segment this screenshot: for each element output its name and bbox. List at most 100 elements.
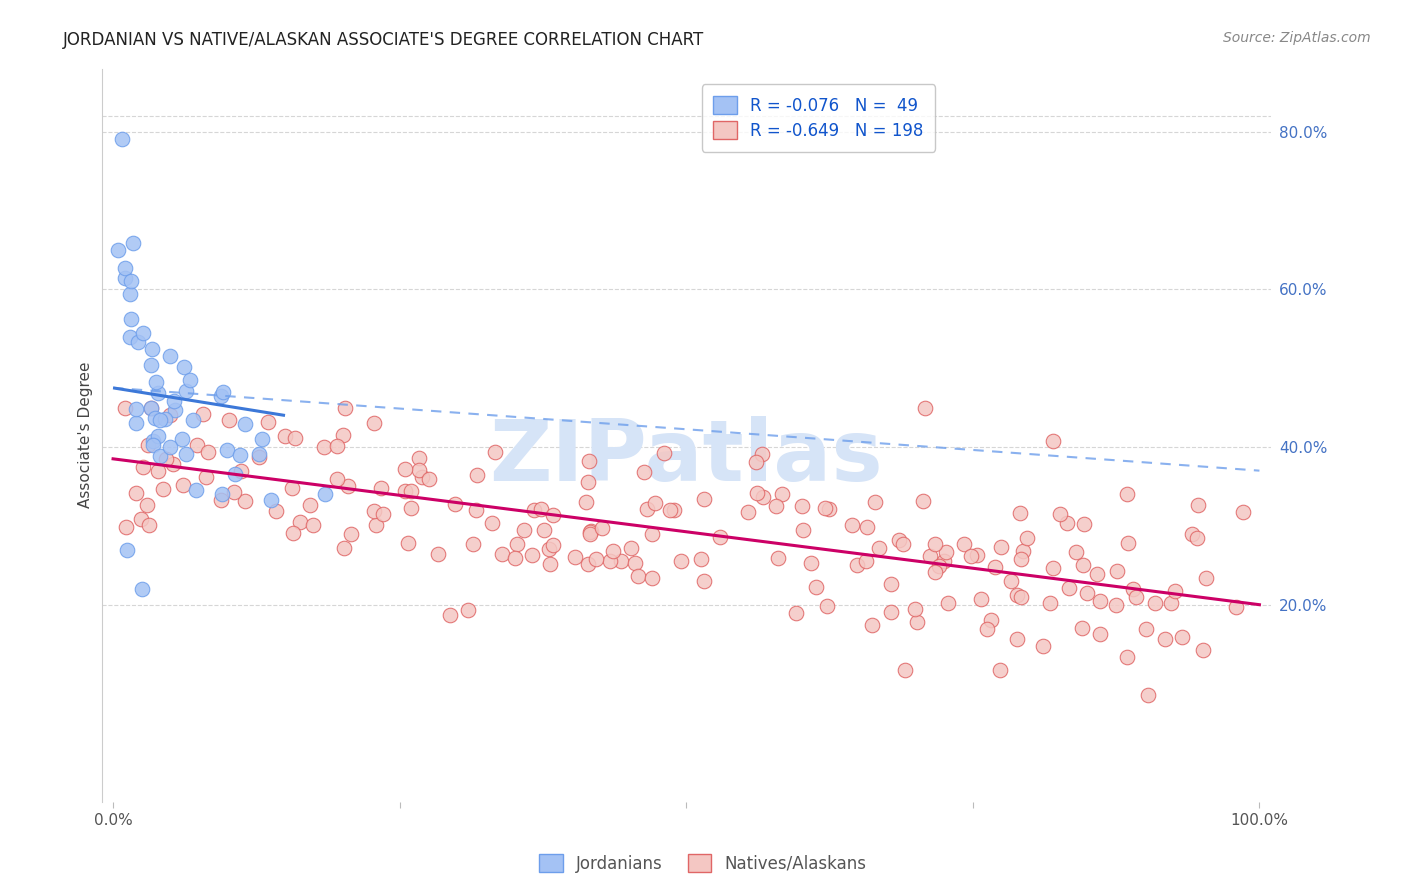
Legend: R = -0.076   N =  49, R = -0.649   N = 198: R = -0.076 N = 49, R = -0.649 N = 198: [702, 84, 935, 152]
Point: [576, 557, 599, 571]
Point: [284, 431, 307, 445]
Point: [146, 386, 169, 401]
Point: [1160, 596, 1182, 610]
Point: [114, 520, 136, 534]
Point: [264, 504, 287, 518]
Point: [868, 541, 890, 555]
Point: [766, 550, 789, 565]
Point: [752, 490, 775, 504]
Point: [141, 343, 163, 357]
Point: [314, 487, 336, 501]
Point: [457, 603, 479, 617]
Point: [1064, 545, 1087, 559]
Text: Source: ZipAtlas.com: Source: ZipAtlas.com: [1223, 31, 1371, 45]
Point: [370, 481, 392, 495]
Point: [953, 537, 976, 551]
Point: [1087, 566, 1109, 581]
Point: [131, 511, 153, 525]
Point: [399, 484, 422, 499]
Point: [1042, 561, 1064, 575]
Point: [149, 413, 172, 427]
Point: [575, 495, 598, 509]
Point: [118, 286, 141, 301]
Point: [211, 486, 233, 500]
Point: [579, 524, 602, 539]
Point: [120, 311, 142, 326]
Point: [186, 438, 208, 452]
Point: [623, 556, 645, 570]
Point: [912, 494, 935, 508]
Point: [463, 537, 485, 551]
Point: [481, 516, 503, 530]
Point: [467, 467, 489, 482]
Point: [1042, 434, 1064, 448]
Point: [1135, 622, 1157, 636]
Point: [143, 411, 166, 425]
Point: [153, 412, 176, 426]
Point: [934, 554, 956, 568]
Point: [136, 438, 159, 452]
Point: [1088, 627, 1111, 641]
Point: [620, 541, 643, 556]
Point: [579, 525, 602, 540]
Point: [578, 527, 600, 541]
Point: [814, 500, 837, 515]
Point: [959, 549, 981, 564]
Point: [988, 663, 1011, 677]
Point: [785, 606, 807, 620]
Point: [146, 429, 169, 443]
Point: [233, 493, 256, 508]
Point: [538, 542, 561, 557]
Point: [1000, 574, 1022, 589]
Point: [1116, 486, 1139, 500]
Point: [522, 548, 544, 562]
Point: [904, 602, 927, 616]
Point: [627, 569, 650, 583]
Point: [326, 472, 349, 486]
Point: [142, 434, 165, 449]
Point: [444, 497, 467, 511]
Point: [162, 457, 184, 471]
Point: [1122, 582, 1144, 596]
Point: [332, 428, 354, 442]
Point: [209, 493, 232, 508]
Point: [149, 449, 172, 463]
Point: [1010, 506, 1032, 520]
Point: [120, 274, 142, 288]
Point: [893, 664, 915, 678]
Point: [260, 492, 283, 507]
Point: [860, 618, 883, 632]
Point: [1032, 639, 1054, 653]
Point: [1071, 558, 1094, 572]
Point: [578, 454, 600, 468]
Point: [599, 554, 621, 568]
Point: [1164, 583, 1187, 598]
Point: [231, 464, 253, 478]
Point: [142, 438, 165, 452]
Point: [891, 537, 914, 551]
Point: [1225, 599, 1247, 614]
Point: [1136, 689, 1159, 703]
Point: [765, 499, 787, 513]
Point: [114, 270, 136, 285]
Point: [373, 507, 395, 521]
Point: [969, 592, 991, 607]
Point: [1049, 507, 1071, 521]
Point: [224, 467, 246, 481]
Point: [172, 432, 194, 446]
Point: [1116, 535, 1139, 549]
Point: [339, 527, 361, 541]
Point: [1116, 649, 1139, 664]
Point: [132, 326, 155, 341]
Point: [841, 518, 863, 533]
Point: [633, 465, 655, 479]
Point: [744, 455, 766, 469]
Point: [249, 447, 271, 461]
Point: [792, 499, 814, 513]
Point: [125, 485, 148, 500]
Point: [191, 407, 214, 421]
Point: [914, 401, 936, 415]
Point: [256, 415, 278, 429]
Point: [145, 375, 167, 389]
Point: [863, 495, 886, 509]
